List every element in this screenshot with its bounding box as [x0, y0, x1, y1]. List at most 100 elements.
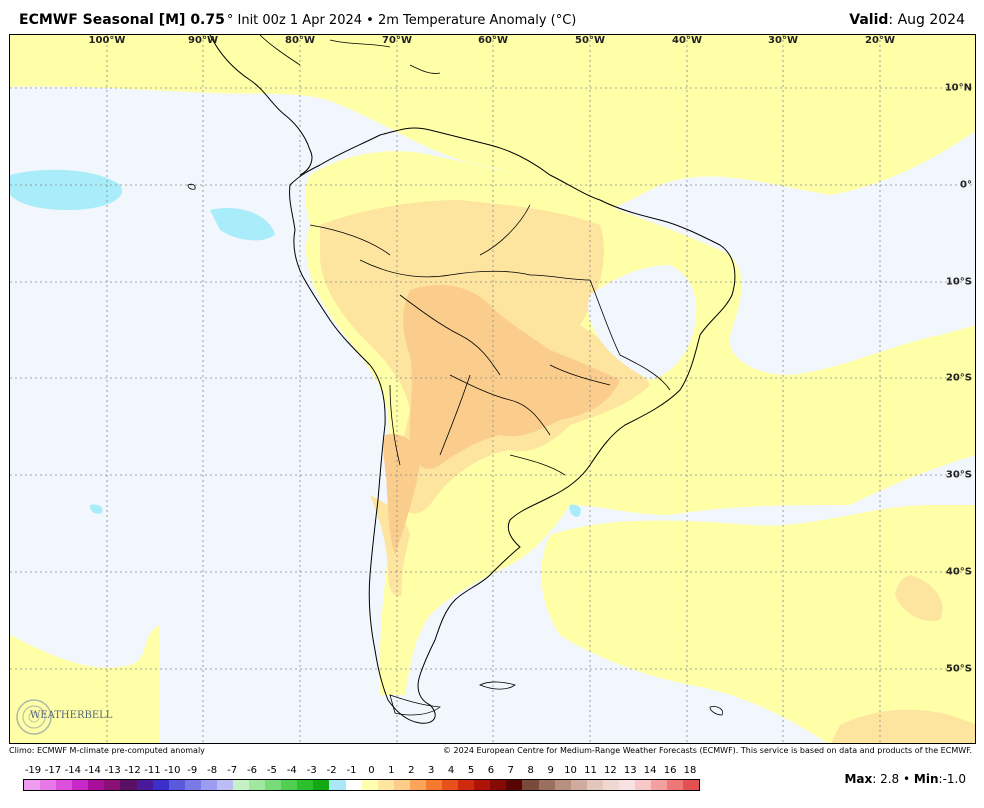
legend-swatch: [152, 780, 169, 790]
legend-swatch: [136, 780, 153, 790]
map-panel[interactable]: 100°W 90°W 80°W 70°W 60°W 50°W 40°W 30°W…: [9, 34, 976, 744]
logo-text: WEATHERBELL: [30, 710, 113, 721]
legend-swatch: [88, 780, 105, 790]
legend-label: 9: [547, 765, 554, 776]
lon-label-100w: 100°W: [88, 35, 126, 46]
legend-swatch: [570, 780, 587, 790]
legend-swatch: [184, 780, 201, 790]
legend-swatch: [490, 780, 507, 790]
anomaly-region-neutral-brazil: [588, 265, 697, 380]
weatherbell-logo: WEATHERBELL: [14, 697, 112, 737]
lon-label-70w: 70°W: [382, 35, 412, 46]
header: ECMWF Seasonal [M] 0.75 ° Init 00z 1 Apr …: [0, 0, 984, 34]
logo-swirl-icon: [16, 699, 52, 735]
legend-label: 7: [507, 765, 514, 776]
legend-swatch: [72, 780, 89, 790]
legend-swatch: [233, 780, 250, 790]
legend-swatch: [120, 780, 137, 790]
legend-labels: -19 -17 -14 -14 -13 -12 -11 -10 -9 -8 -7 -6 -5 -4 -3 -2…: [23, 765, 700, 779]
anomaly-region-west: [10, 243, 93, 465]
legend-label: 8: [527, 765, 534, 776]
legend-swatch: [56, 780, 73, 790]
legend-swatch: [200, 780, 217, 790]
coastline-south-america: [289, 127, 736, 724]
legend-swatch: [40, 780, 57, 790]
legend-swatch: [329, 780, 346, 790]
lon-label-90w: 90°W: [188, 35, 218, 46]
legend-label: 4: [447, 765, 455, 776]
legend-label: 0: [368, 765, 375, 776]
anomaly-region-hot-andes: [383, 434, 420, 555]
max-value: 2.8: [880, 772, 900, 786]
legend-swatch: [393, 780, 410, 790]
legend-swatch: [522, 780, 539, 790]
legend-label: -13: [104, 765, 121, 776]
lon-label-50w: 50°W: [575, 35, 605, 46]
coastline-tierra-del-fuego: [389, 694, 442, 716]
legend-label: 12: [603, 765, 617, 776]
legend-label: 18: [683, 765, 697, 776]
legend-swatch: [345, 780, 362, 790]
legend-swatch: [313, 780, 330, 790]
legend-swatch: [409, 780, 426, 790]
legend-label: 3: [427, 765, 435, 776]
max-min-stats: Max: 2.8 • Min:-1.0: [844, 772, 966, 786]
anomaly-region-cool-atlantic: [90, 504, 103, 514]
legend-swatch: [265, 780, 282, 790]
lat-label-10n: 10°N: [944, 82, 972, 94]
legend-swatch: [474, 780, 491, 790]
anomaly-region-southeast: [541, 505, 975, 743]
lon-label-60w: 60°W: [478, 35, 508, 46]
legend-label: 10: [564, 765, 577, 776]
legend-label: -5: [266, 765, 277, 776]
legend-label: -14: [64, 765, 81, 776]
legend-swatch: [683, 780, 700, 790]
legend-label: 11: [584, 765, 597, 776]
legend-label: -4: [286, 765, 297, 776]
graticule: [10, 35, 975, 743]
lat-label-40s: 40°S: [945, 566, 972, 578]
legend-label: -9: [187, 765, 198, 776]
lat-label-20s: 20°S: [945, 372, 972, 384]
legend-label: 1: [388, 765, 395, 776]
legend-swatch: [667, 780, 684, 790]
legend-swatch: [586, 780, 603, 790]
legend-label: 16: [663, 765, 677, 776]
legend-swatch: [281, 780, 298, 790]
anomaly-region-warm-cape: [831, 709, 975, 743]
lon-label-30w: 30°W: [768, 35, 798, 46]
legend-label: -10: [164, 765, 181, 776]
legend-swatch: [361, 780, 378, 790]
legend-swatch: [104, 780, 121, 790]
legend-swatch: [24, 780, 41, 790]
legend-label: -14: [84, 765, 101, 776]
legend-swatch: [458, 780, 475, 790]
legend-swatch: [634, 780, 652, 790]
lat-label-30s: 30°S: [945, 469, 972, 481]
map-title: ECMWF Seasonal [M] 0.75 ° Init 00z 1 Apr …: [19, 12, 577, 28]
legend-bar: [23, 779, 700, 791]
map-subtitle: ° Init 00z 1 Apr 2024 • 2m Temperature A…: [226, 13, 577, 28]
anomaly-region-cool-peru: [210, 207, 275, 241]
lat-label-10s: 10°S: [945, 276, 972, 288]
coastline-south-georgia: [709, 706, 724, 716]
legend-label: -1: [346, 765, 357, 776]
copyright-note: © 2024 European Centre for Medium-Range …: [443, 746, 972, 755]
legend-swatch: [168, 780, 185, 790]
coastline-central-america: [209, 35, 313, 176]
lon-label-40w: 40°W: [672, 35, 702, 46]
anomaly-region-north: [10, 35, 975, 210]
legend-swatch: [216, 780, 234, 790]
legend-label: -17: [44, 765, 62, 776]
legend-swatch: [249, 780, 266, 790]
legend-label: -19: [24, 765, 42, 776]
legend-label: 14: [643, 765, 657, 776]
legend-label: -11: [144, 765, 161, 776]
lon-label-20w: 20°W: [865, 35, 895, 46]
legend-label: 6: [487, 765, 495, 776]
legend-label: -8: [207, 765, 218, 776]
legend-swatch: [602, 780, 619, 790]
lon-label-80w: 80°W: [285, 35, 315, 46]
climo-note: Climo: ECMWF M-climate pre-computed anom…: [9, 746, 205, 755]
legend-label: -2: [326, 765, 337, 776]
